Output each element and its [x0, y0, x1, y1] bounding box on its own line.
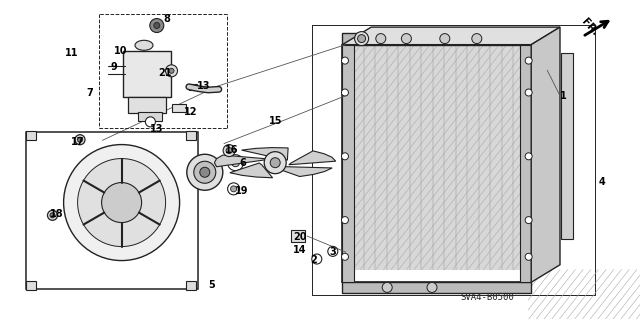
Bar	[128, 97, 166, 113]
Circle shape	[342, 57, 348, 64]
Polygon shape	[230, 163, 273, 178]
Circle shape	[228, 183, 239, 195]
Text: 6: 6	[240, 158, 246, 168]
Text: 13: 13	[150, 124, 164, 134]
Circle shape	[187, 154, 223, 190]
Text: 5: 5	[208, 279, 214, 290]
Circle shape	[77, 137, 83, 142]
Bar	[138, 112, 162, 121]
Circle shape	[232, 159, 239, 167]
Circle shape	[358, 34, 365, 43]
Polygon shape	[214, 155, 269, 167]
Circle shape	[270, 158, 280, 168]
Bar	[352, 46, 528, 270]
Circle shape	[376, 33, 386, 44]
Circle shape	[63, 145, 180, 261]
Text: FR.: FR.	[579, 16, 600, 37]
Circle shape	[401, 33, 412, 44]
Text: 21: 21	[158, 68, 172, 78]
Circle shape	[525, 57, 532, 64]
Bar	[26, 131, 36, 140]
Circle shape	[154, 23, 160, 28]
Bar	[342, 282, 531, 293]
Circle shape	[166, 65, 177, 77]
Circle shape	[47, 210, 58, 220]
Bar	[291, 230, 305, 242]
Circle shape	[102, 182, 141, 223]
Circle shape	[427, 282, 437, 293]
Polygon shape	[271, 167, 332, 176]
Circle shape	[50, 213, 55, 218]
Text: 3: 3	[330, 247, 336, 257]
Circle shape	[145, 117, 156, 127]
Text: 11: 11	[65, 48, 79, 58]
Circle shape	[382, 282, 392, 293]
Polygon shape	[241, 148, 288, 160]
Circle shape	[150, 19, 164, 33]
Polygon shape	[342, 27, 560, 45]
Bar	[186, 281, 196, 290]
Circle shape	[223, 145, 235, 157]
Text: 16: 16	[225, 145, 239, 155]
Circle shape	[200, 167, 210, 177]
Bar	[186, 131, 196, 140]
Circle shape	[230, 186, 237, 192]
Circle shape	[525, 89, 532, 96]
Circle shape	[75, 135, 85, 145]
Circle shape	[328, 246, 338, 256]
Text: 14: 14	[292, 245, 307, 256]
Text: 9: 9	[111, 62, 117, 72]
Text: 18: 18	[49, 209, 63, 219]
Circle shape	[525, 253, 532, 260]
Bar	[26, 281, 36, 290]
Text: 7: 7	[86, 87, 93, 98]
Bar	[561, 53, 573, 239]
Circle shape	[355, 32, 369, 46]
Circle shape	[169, 68, 174, 73]
Ellipse shape	[135, 40, 153, 50]
Circle shape	[228, 155, 243, 171]
Text: 4: 4	[598, 177, 605, 187]
Circle shape	[226, 148, 232, 153]
Circle shape	[472, 33, 482, 44]
Circle shape	[525, 217, 532, 224]
Polygon shape	[531, 27, 560, 282]
Circle shape	[440, 33, 450, 44]
Circle shape	[77, 159, 166, 247]
Text: 19: 19	[235, 186, 249, 197]
Circle shape	[342, 153, 348, 160]
Text: 17: 17	[71, 137, 85, 147]
Circle shape	[342, 253, 348, 260]
Circle shape	[194, 161, 216, 183]
Text: 20: 20	[292, 232, 307, 242]
Text: 8: 8	[163, 14, 170, 24]
Text: 1: 1	[560, 91, 566, 101]
Circle shape	[312, 254, 322, 264]
Circle shape	[342, 217, 348, 224]
Bar	[189, 84, 197, 90]
Bar	[342, 33, 531, 45]
Text: SVA4-B0500: SVA4-B0500	[461, 293, 515, 302]
Text: 13: 13	[196, 81, 211, 91]
Text: 10: 10	[113, 46, 127, 56]
Circle shape	[342, 89, 348, 96]
Ellipse shape	[132, 53, 147, 62]
Bar	[520, 45, 531, 282]
Bar	[123, 51, 171, 97]
Bar	[26, 132, 198, 289]
Bar	[342, 45, 354, 282]
Text: 15: 15	[268, 116, 282, 126]
Text: 12: 12	[184, 107, 198, 117]
Text: 2: 2	[310, 255, 317, 265]
Polygon shape	[289, 151, 336, 165]
Circle shape	[264, 152, 286, 174]
Bar	[172, 104, 186, 112]
Circle shape	[525, 153, 532, 160]
